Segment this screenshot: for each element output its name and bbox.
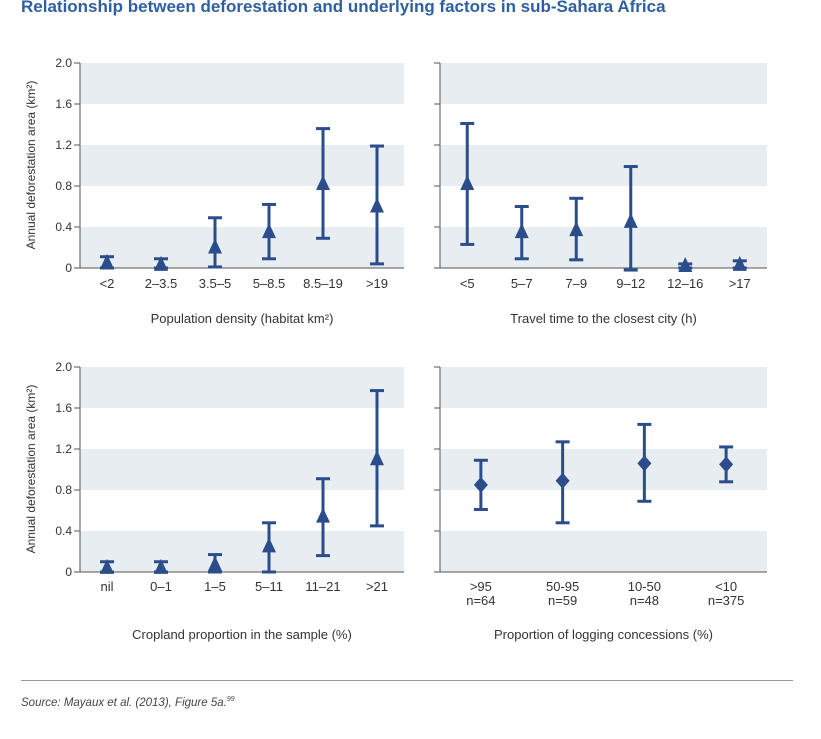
x-tick-label: 1–5 [204,579,226,594]
x-tick-label: >21 [366,579,388,594]
chart-panel-2: Travel time to the closest city (h) <5 5–7… [434,62,767,326]
grid-band [440,227,767,268]
x-tick-label: n=375 [708,593,745,608]
y-tick-label: 0 [65,565,72,579]
data-point-triangle [316,174,330,190]
y-tick-label: 1.2 [55,138,72,152]
data-point-triangle [370,197,384,213]
x-tick-label: >19 [366,276,388,291]
data-point-diamond [637,455,652,472]
data-point-triangle [154,558,168,574]
x-tick-label: n=59 [548,593,577,608]
x-axis-label: Population density (habitat km²) [151,311,334,326]
x-tick-label: >17 [729,276,751,291]
y-tick-label: 0.4 [55,524,72,538]
grid-band [80,227,404,268]
x-tick-label: 8.5–19 [303,276,343,291]
chart-panel-1: 0 0.4 0.8 1.2 1.6 2.0 Annual deforestation are… [24,56,404,326]
grid-band [440,63,767,104]
y-tick-label: 0.8 [55,179,72,193]
y-tick-label: 1.2 [55,442,72,456]
grid-band [440,449,767,490]
x-tick-label: n=48 [630,593,659,608]
grid-band [80,531,404,572]
data-point-triangle [208,238,222,254]
chart-panel-3: 0 0.4 0.8 1.2 1.6 2.0 Annual deforestation are… [24,360,404,642]
data-point-diamond [719,456,734,473]
x-tick-label: 7–9 [565,276,587,291]
grid-band [80,145,404,186]
source-divider [21,680,793,681]
data-point-triangle [514,223,529,239]
x-tick-label: >95 [470,579,492,594]
data-point-triangle [100,558,114,574]
y-tick-label: 2.0 [55,360,72,374]
source-text: Source: Mayaux et al. (2013), Figure 5a. [21,696,227,709]
x-tick-label: 50-95 [546,579,579,594]
data-point-triangle [370,450,384,466]
x-tick-label: <5 [460,276,475,291]
x-tick-label: 9–12 [616,276,645,291]
data-point-triangle [678,256,693,272]
data-point-diamond [555,472,570,489]
data-point-triangle [208,555,222,571]
y-tick-label: 2.0 [55,56,72,70]
x-tick-label: 5–7 [511,276,533,291]
x-tick-label: nil [100,579,113,594]
x-tick-label: 10-50 [628,579,661,594]
x-tick-label: 5–11 [255,579,283,594]
grid-band [440,145,767,186]
grid-band [440,531,767,572]
data-point-triangle [262,223,276,239]
source-note: Source: Mayaux et al. (2013), Figure 5a.… [21,696,235,709]
y-tick-label: 0.4 [55,220,72,234]
data-point-triangle [316,507,330,523]
grid-band [80,367,404,408]
x-axis-label: Proportion of logging concessions (%) [494,627,713,642]
grid-band [80,449,404,490]
grid-band [80,63,404,104]
chart-title: Relationship between deforestation and u… [21,0,666,16]
data-point-triangle [100,253,114,269]
x-tick-label: 0–1 [150,579,172,594]
y-tick-label: 0.8 [55,483,72,497]
y-tick-label: 1.6 [55,97,72,111]
data-point-triangle [732,255,747,271]
x-tick-label: 5–8.5 [253,276,286,291]
chart-panel-4: Proportion of logging concessions (%) >95… [434,366,767,642]
x-tick-label: 12–16 [667,276,703,291]
y-axis-label: Annual deforestation area (km²) [24,385,38,554]
x-tick-label: 2–3.5 [145,276,178,291]
source-footnote: 99 [226,696,235,703]
x-tick-label: <2 [100,276,115,291]
x-tick-label: <10 [715,579,737,594]
x-tick-label: 3.5–5 [199,276,232,291]
x-axis-label: Travel time to the closest city (h) [510,311,697,326]
grid-band [440,367,767,408]
x-tick-label: n=64 [466,593,495,608]
data-point-triangle [569,221,584,237]
x-axis-label: Cropland proportion in the sample (%) [132,627,352,642]
data-point-diamond [473,476,488,493]
data-point-triangle [623,212,638,228]
data-point-triangle [460,174,475,190]
data-point-triangle [262,537,276,553]
y-tick-label: 1.6 [55,401,72,415]
y-tick-label: 0 [65,261,72,275]
data-point-triangle [154,255,168,271]
y-axis-label: Annual deforestation area (km²) [24,81,38,250]
x-tick-label: 11–21 [305,579,340,594]
